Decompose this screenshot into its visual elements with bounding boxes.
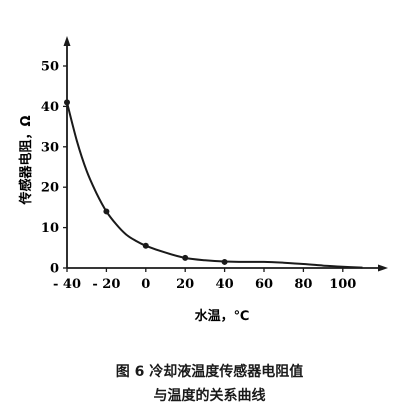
y-tick-label: 0: [50, 262, 59, 277]
y-tick-labels: 0 10 20 30 40 50: [41, 60, 59, 277]
data-point: [182, 254, 189, 261]
x-tick-label: 60: [255, 277, 273, 292]
x-tick-label: - 40: [53, 277, 81, 292]
x-tick-label: 0: [141, 277, 150, 292]
data-point: [221, 258, 228, 265]
y-tick-label: 40: [41, 100, 59, 115]
figure-caption-line-2: 与温度的关系曲线: [153, 388, 266, 404]
y-tick-label: 50: [41, 60, 59, 75]
figure-caption-line-1: 图 6 冷却液温度传感器电阻值: [115, 364, 304, 380]
data-markers: [64, 99, 228, 265]
x-tick-label: 20: [176, 277, 194, 292]
resistance-curve: [66, 102, 363, 269]
y-axis-label: 传感器电阻，Ω: [18, 115, 34, 205]
x-tick-label: 40: [216, 277, 234, 292]
x-axis-label: 水温，℃: [195, 308, 250, 324]
x-axis-arrow: [378, 264, 388, 272]
x-tick-label: - 20: [92, 277, 120, 292]
tick-marks: [63, 65, 344, 272]
x-tick-labels: - 40 - 20 0 20 40 60 80 100: [53, 277, 356, 292]
data-point: [142, 242, 149, 249]
y-tick-label: 20: [41, 181, 59, 196]
data-point: [64, 99, 70, 106]
data-point: [103, 208, 110, 215]
x-tick-label: 80: [294, 277, 312, 292]
y-axis-arrow: [63, 36, 71, 46]
chart-figure: - 40 - 20 0 20 40 60 80 100 0 10 20 30 40 50 水温，℃ 传感…: [18, 36, 388, 324]
axes: [63, 36, 388, 272]
x-tick-label: 100: [329, 277, 356, 292]
y-tick-label: 30: [41, 140, 59, 155]
y-tick-label: 10: [41, 221, 59, 236]
